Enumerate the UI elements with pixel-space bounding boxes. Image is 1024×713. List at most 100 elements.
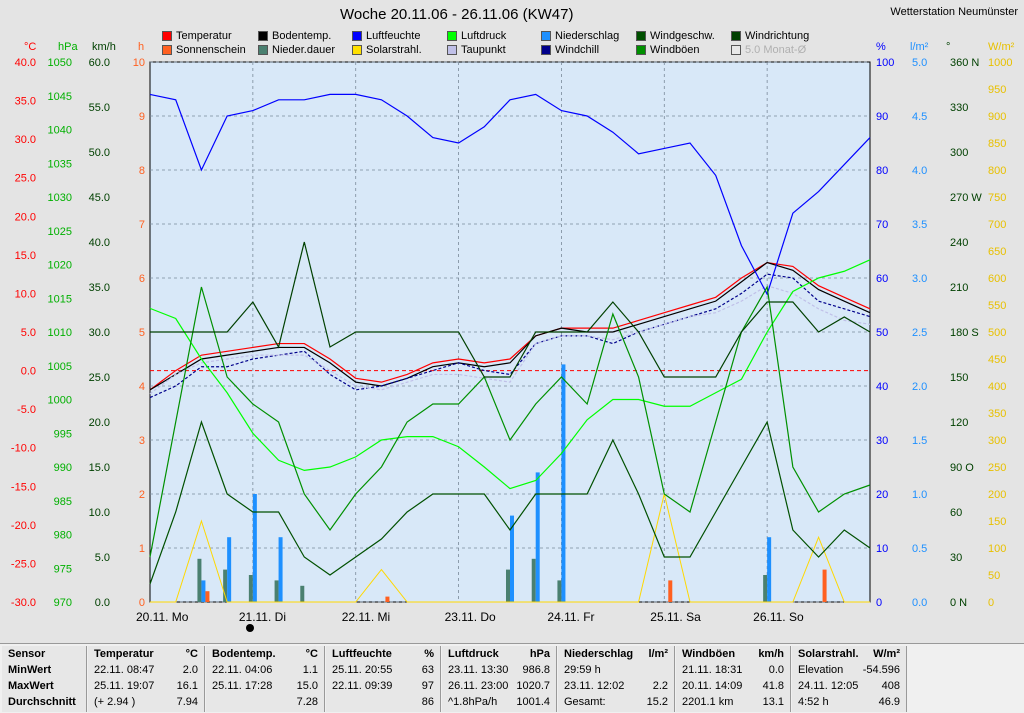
stat-column: Solarstrahl. W/m² Elevation -54.596 24.11. 1… [792, 646, 907, 712]
tick-label-deg: 360 N [950, 57, 979, 69]
nieder-dauer-bar [531, 558, 536, 602]
sunshine-bar [822, 569, 827, 602]
stat-column: Luftfeuchte% 25.11. 20:55 63 22.11. 09:39 97… [326, 646, 441, 712]
tick-label-pct: 20 [876, 489, 888, 501]
stat-header: Niederschlag [564, 648, 634, 660]
series-taupunkt [149, 285, 871, 395]
legend-swatch [731, 31, 741, 41]
tick-label-h: 3 [139, 435, 145, 447]
nieder-dauer-bar [763, 575, 768, 602]
stat-label: 4:52 h [798, 696, 829, 708]
stat-column: Temperatur °C 22.11. 08:47 2.0 25.11. 19:07 1… [88, 646, 205, 712]
stat-value: 986.8 [522, 664, 550, 676]
stat-label: 21.11. 18:31 [682, 664, 743, 676]
series-windben [149, 285, 871, 558]
tick-label-deg: 0 N [950, 597, 967, 609]
legend-item: Temperatur [162, 30, 232, 42]
legend-label: Sonnenschein [176, 44, 246, 56]
stat-label: 22.11. 08:47 [94, 664, 155, 676]
tick-label-h: 5 [139, 327, 145, 339]
tick-label-lm2: 1.5 [912, 435, 927, 447]
tick-label-hpa: 1025 [48, 226, 72, 238]
stat-value: 408 [881, 680, 900, 692]
tick-label-wm2: 1000 [988, 57, 1012, 69]
legend-label: Solarstrahl. [366, 44, 422, 56]
tick-label-wm2: 300 [988, 435, 1006, 447]
stat-value: 7.94 [176, 696, 198, 708]
axis-unit-pct: % [876, 41, 886, 53]
x-day-label: 26.11. So [753, 610, 804, 624]
nieder-dauer-bar [300, 585, 305, 602]
tick-label-kmh: 0.0 [95, 597, 110, 609]
tick-label-lm2: 4.5 [912, 111, 927, 123]
tick-label-hpa: 1030 [48, 192, 72, 204]
x-day-label: 22.11. Mi [342, 610, 390, 624]
legend-item: Luftdruck [447, 30, 506, 42]
stat-label: (+ 2.94 ) [94, 696, 136, 708]
sunshine-bar [205, 591, 210, 602]
tick-label-wm2: 500 [988, 327, 1006, 339]
stat-label: Gesamt: [564, 696, 606, 708]
tick-label-pct: 10 [876, 543, 888, 555]
tick-label-wm2: 150 [988, 516, 1006, 528]
tick-label-lm2: 2.5 [912, 327, 927, 339]
x-day-label: 25.11. Sa [650, 610, 701, 624]
weather-chart: 40.035.030.025.020.015.010.05.00.0-5.0-1… [10, 41, 1015, 632]
stat-header: Temperatur [94, 648, 154, 660]
x-day-label: 20.11. Mo [136, 610, 189, 624]
bar-series [150, 364, 870, 603]
solar-radiation-line [150, 493, 870, 603]
legend-label: Windböen [650, 44, 700, 56]
axis-unit-deg: ° [946, 41, 950, 53]
legend-item: Bodentemp. [258, 30, 331, 42]
axis-unit-temp: °C [24, 41, 36, 53]
stat-label: 29:59 h [564, 664, 601, 676]
legend-swatch [258, 31, 268, 41]
precipitation-bar [278, 537, 283, 602]
legend-swatch [541, 31, 551, 41]
stat-header: Luftfeuchte [332, 648, 392, 660]
stat-label: 22.11. 04:06 [212, 664, 273, 676]
precipitation-bar [535, 472, 540, 602]
tick-label-pct: 100 [876, 57, 894, 69]
tick-label-pct: 0 [876, 597, 882, 609]
x-day-label: 21.11. Di [239, 610, 286, 624]
series-temperatur [149, 261, 871, 391]
legend-label: Windgeschw. [650, 30, 715, 42]
stat-value: 1020.7 [516, 680, 550, 692]
tick-label-pct: 40 [876, 381, 888, 393]
stat-label: 25.11. 20:55 [332, 664, 393, 676]
legend-item: 5.0 Monat-Ø [731, 44, 806, 56]
tick-label-h: 1 [139, 543, 145, 555]
series-luftdruck [149, 259, 871, 490]
stat-header: Luftdruck [448, 648, 499, 660]
tick-label-wm2: 800 [988, 165, 1006, 177]
stat-value: 2.2 [652, 680, 668, 692]
legend-label: Luftdruck [461, 30, 507, 42]
axis-tick-labels: 40.035.030.025.020.015.010.05.00.0-5.0-1… [11, 57, 1012, 632]
tick-label-pct: 80 [876, 165, 888, 177]
stat-value: 46.9 [878, 696, 900, 708]
stat-value: 1.1 [302, 664, 318, 676]
tick-label-hpa: 1040 [48, 125, 72, 137]
tick-label-hpa: 1010 [48, 327, 72, 339]
tick-label-hpa: 985 [54, 496, 72, 508]
tick-label-temp: -15.0 [11, 481, 36, 493]
legend-label: Luftfeuchte [366, 30, 421, 42]
stat-value: 1001.4 [516, 696, 550, 708]
tick-label-wm2: 850 [988, 138, 1006, 150]
legend-swatch [162, 45, 172, 55]
sunshine-bar [668, 580, 673, 602]
stat-column: Sensor MinWert MaxWert Durchschnitt [2, 646, 87, 712]
precipitation-bar [561, 364, 566, 602]
chart-title: Woche 20.11.06 - 26.11.06 (KW47) [340, 6, 574, 23]
tick-label-kmh: 20.0 [89, 417, 110, 429]
tick-label-temp: 10.0 [15, 288, 36, 300]
tick-label-temp: 20.0 [15, 211, 36, 223]
tick-label-kmh: 50.0 [89, 147, 110, 159]
tick-label-deg: 210 [950, 282, 968, 294]
stat-value: 86 [421, 696, 434, 708]
station-name: Wetterstation Neumünster [890, 6, 1018, 18]
tick-label-deg: 60 [950, 507, 962, 519]
precipitation-bar [767, 537, 772, 602]
